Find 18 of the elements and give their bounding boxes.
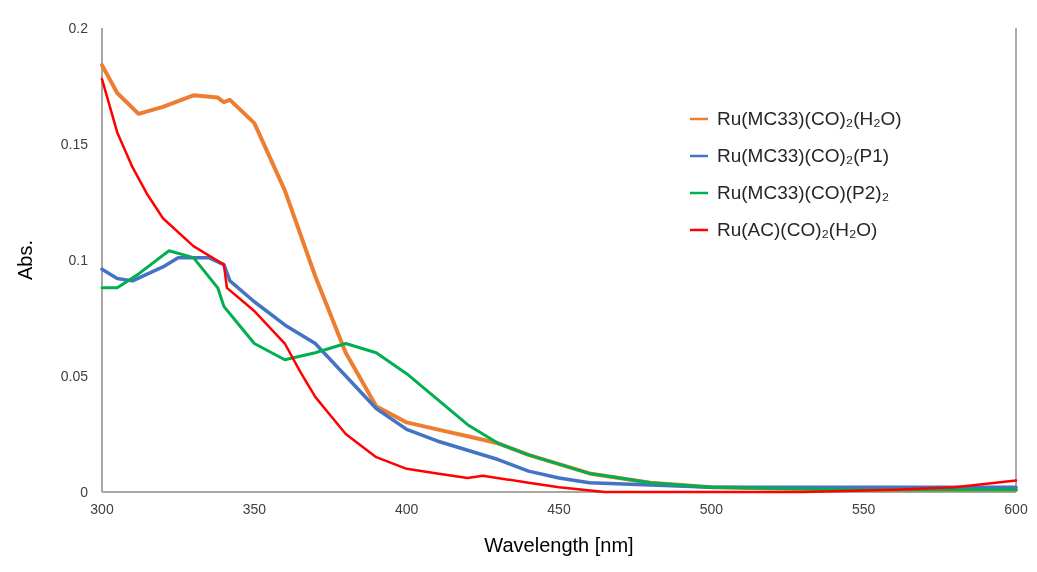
legend-label: Ru(MC33)(CO)₂(P1) (717, 145, 890, 166)
x-tick-label: 300 (90, 501, 114, 517)
legend-label: Ru(AC)(CO)₂(H₂O) (717, 219, 878, 240)
x-axis-title: Wavelength [nm] (484, 534, 634, 556)
y-tick-label: 0.15 (60, 136, 89, 152)
x-tick-label: 600 (1004, 501, 1028, 517)
y-tick-label: 0.1 (68, 252, 89, 268)
x-tick-label: 500 (699, 501, 724, 517)
x-tick-label: 350 (242, 501, 267, 517)
y-tick-label: 0.05 (60, 368, 89, 384)
x-tick-label: 400 (394, 501, 419, 517)
legend-label: Ru(MC33)(CO)(P2)₂ (717, 182, 890, 203)
x-tick-label: 550 (851, 501, 876, 517)
legend-label: Ru(MC33)(CO)₂(H₂O) (717, 108, 902, 129)
y-axis-title: Abs. (14, 239, 36, 281)
y-tick-label: 0 (80, 484, 89, 500)
x-tick-label: 450 (547, 501, 571, 517)
y-tick-label: 0.2 (68, 20, 89, 36)
